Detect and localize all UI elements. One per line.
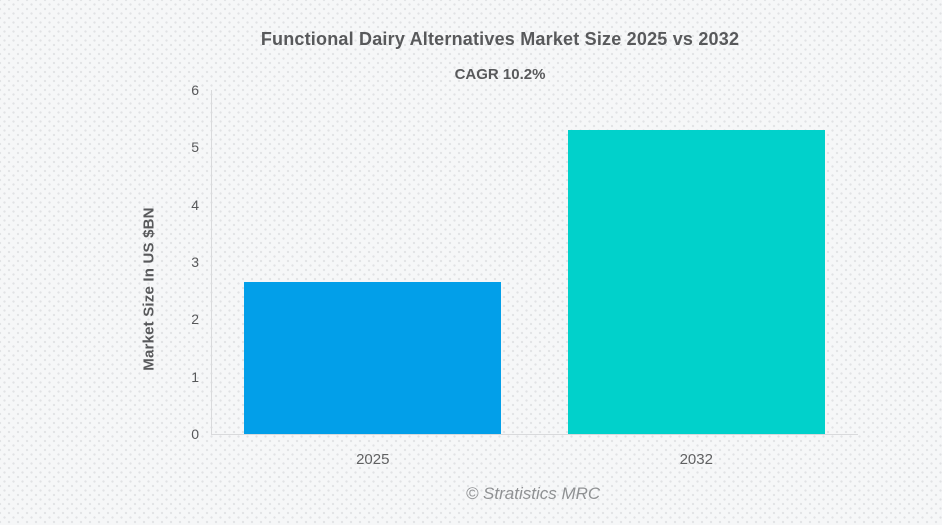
y-tick-label: 0 [191,426,199,442]
y-axis-line [211,90,212,434]
chart-title: Functional Dairy Alternatives Market Siz… [260,29,740,49]
chart-subtitle: CAGR 10.2% [454,66,546,83]
y-axis-title: Market Size In US $BN [140,207,158,371]
y-tick-label: 1 [191,368,199,385]
y-tick-label: 4 [191,196,199,213]
y-tick-label: 5 [191,139,199,156]
bar-2025 [244,282,501,434]
bar-2032 [568,130,825,434]
x-axis-label: 2025 [356,451,390,468]
y-tick-label: 3 [191,254,199,270]
watermark: © Stratistics MRC [465,484,601,503]
x-axis-label: 2032 [679,451,713,468]
x-axis-line [211,434,858,435]
y-tick-label: 6 [191,82,199,98]
y-tick-label: 2 [191,311,199,328]
